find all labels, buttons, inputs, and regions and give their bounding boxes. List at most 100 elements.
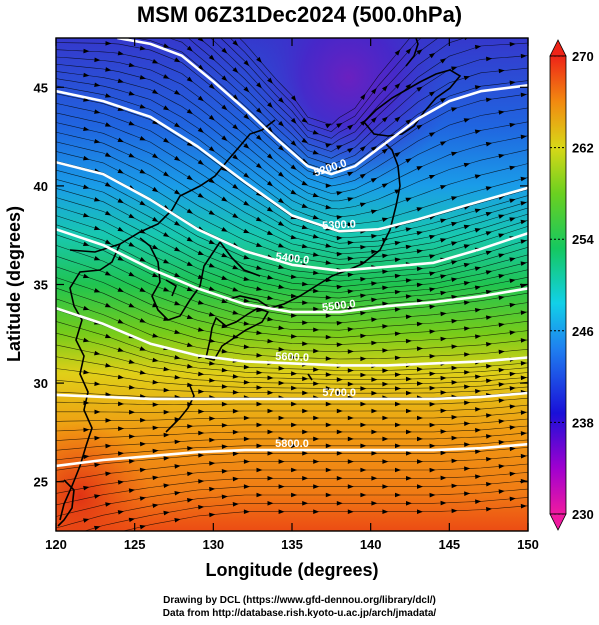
streamline-arrow xyxy=(278,436,285,442)
streamline-arrow xyxy=(499,29,505,34)
streamline-arrow xyxy=(256,443,263,449)
streamline-arrow xyxy=(394,355,401,361)
streamline-arrow xyxy=(451,380,458,385)
streamline-arrow xyxy=(509,330,516,335)
streamline-arrow xyxy=(405,197,412,203)
streamline-arrow xyxy=(451,294,458,300)
streamline-arrow xyxy=(336,501,343,506)
streamline-arrow xyxy=(209,378,216,383)
streamline-arrow xyxy=(371,429,378,435)
streamline-arrow xyxy=(128,91,136,96)
streamline-arrow xyxy=(256,265,263,270)
streamline-arrow xyxy=(197,95,204,102)
streamline-arrow xyxy=(104,271,112,276)
streamline-arrow xyxy=(301,203,309,208)
streamline-arrow xyxy=(278,366,285,371)
streamline-arrow xyxy=(417,459,423,464)
streamline-arrow xyxy=(520,361,527,366)
streamline-arrow xyxy=(129,409,136,415)
streamline-arrow xyxy=(291,443,298,449)
streamline-arrow xyxy=(174,189,181,195)
streamline-arrow xyxy=(313,415,320,421)
streamline-arrow xyxy=(509,278,516,284)
streamline-arrow xyxy=(243,509,250,514)
streamline-arrow xyxy=(313,509,320,514)
streamline-arrow xyxy=(128,384,136,390)
streamline-arrow xyxy=(416,207,423,212)
streamline-arrow xyxy=(94,138,101,144)
streamline-arrow xyxy=(174,122,181,128)
streamline-arrow xyxy=(360,492,367,498)
streamline-arrow xyxy=(451,107,458,112)
streamline-arrow xyxy=(163,74,170,79)
streamline-arrow xyxy=(278,484,285,489)
streamline-arrow xyxy=(163,171,170,177)
streamline-arrow xyxy=(139,496,147,501)
streamline-arrow xyxy=(105,67,112,72)
streamline-arrow xyxy=(256,401,263,407)
streamline-arrow xyxy=(520,53,527,59)
streamline-arrow xyxy=(382,509,389,514)
streamline-arrow xyxy=(382,324,389,329)
streamline xyxy=(229,38,422,132)
streamline-arrow xyxy=(405,158,412,164)
streamline-arrow xyxy=(325,260,332,265)
streamline-arrow xyxy=(360,386,367,391)
contour-label: 5400.0 xyxy=(275,251,310,267)
streamline-arrow xyxy=(382,415,389,421)
streamline-arrow xyxy=(451,221,458,227)
streamline-arrow xyxy=(232,213,239,219)
streamline-arrow xyxy=(520,261,527,266)
streamline-arrow xyxy=(104,239,112,245)
streamline-arrow xyxy=(117,226,124,232)
streamline-arrow xyxy=(139,200,146,206)
streamline-arrow xyxy=(128,242,135,247)
streamline-arrow xyxy=(405,227,412,232)
streamline-arrow xyxy=(520,410,527,415)
streamline-arrow xyxy=(347,368,354,373)
streamline xyxy=(220,38,439,139)
streamline-arrow xyxy=(186,76,193,83)
streamline-arrow xyxy=(174,272,181,278)
streamline-arrow xyxy=(498,367,505,373)
streamline-arrow xyxy=(267,476,274,481)
streamline-arrow xyxy=(243,344,250,350)
streamline-arrow xyxy=(94,409,101,415)
contour-line xyxy=(56,391,528,401)
streamline-arrow xyxy=(463,300,471,306)
streamline-arrow xyxy=(336,123,343,128)
streamline-arrow xyxy=(498,274,505,279)
streamline-arrow xyxy=(440,17,448,24)
streamline-arrow xyxy=(406,451,412,456)
streamline-arrow xyxy=(381,85,388,92)
streamline-arrow xyxy=(278,171,285,178)
streamline-arrow xyxy=(94,33,100,38)
streamline-arrow xyxy=(485,270,493,275)
streamline-arrow xyxy=(509,198,516,204)
streamline xyxy=(56,277,528,345)
streamline-arrow xyxy=(429,422,436,428)
streamline-arrow xyxy=(94,494,101,499)
colorbar-label: 246 xyxy=(572,324,594,339)
streamline-arrow xyxy=(243,276,250,282)
streamline-arrow xyxy=(520,176,527,182)
colorbar-max-arrow xyxy=(549,39,567,57)
y-tick-label: 25 xyxy=(34,475,48,490)
streamline-arrow xyxy=(464,442,471,447)
streamline-arrow xyxy=(395,401,401,407)
streamline-arrow xyxy=(451,196,458,201)
streamline-arrow xyxy=(406,429,412,435)
streamline xyxy=(133,38,528,172)
streamline-arrow xyxy=(128,271,135,277)
streamline-arrow xyxy=(498,464,505,469)
streamline-arrow xyxy=(163,456,170,461)
streamline-arrow xyxy=(394,289,401,295)
streamline-arrow xyxy=(278,264,285,269)
contour-label: 5300.0 xyxy=(322,218,356,232)
streamline-arrow xyxy=(370,177,378,183)
streamline-arrow xyxy=(117,480,125,485)
streamline-arrow xyxy=(394,49,401,56)
streamline-arrow xyxy=(302,376,309,382)
streamline-arrow xyxy=(347,509,354,514)
streamline-arrow xyxy=(174,0,181,5)
